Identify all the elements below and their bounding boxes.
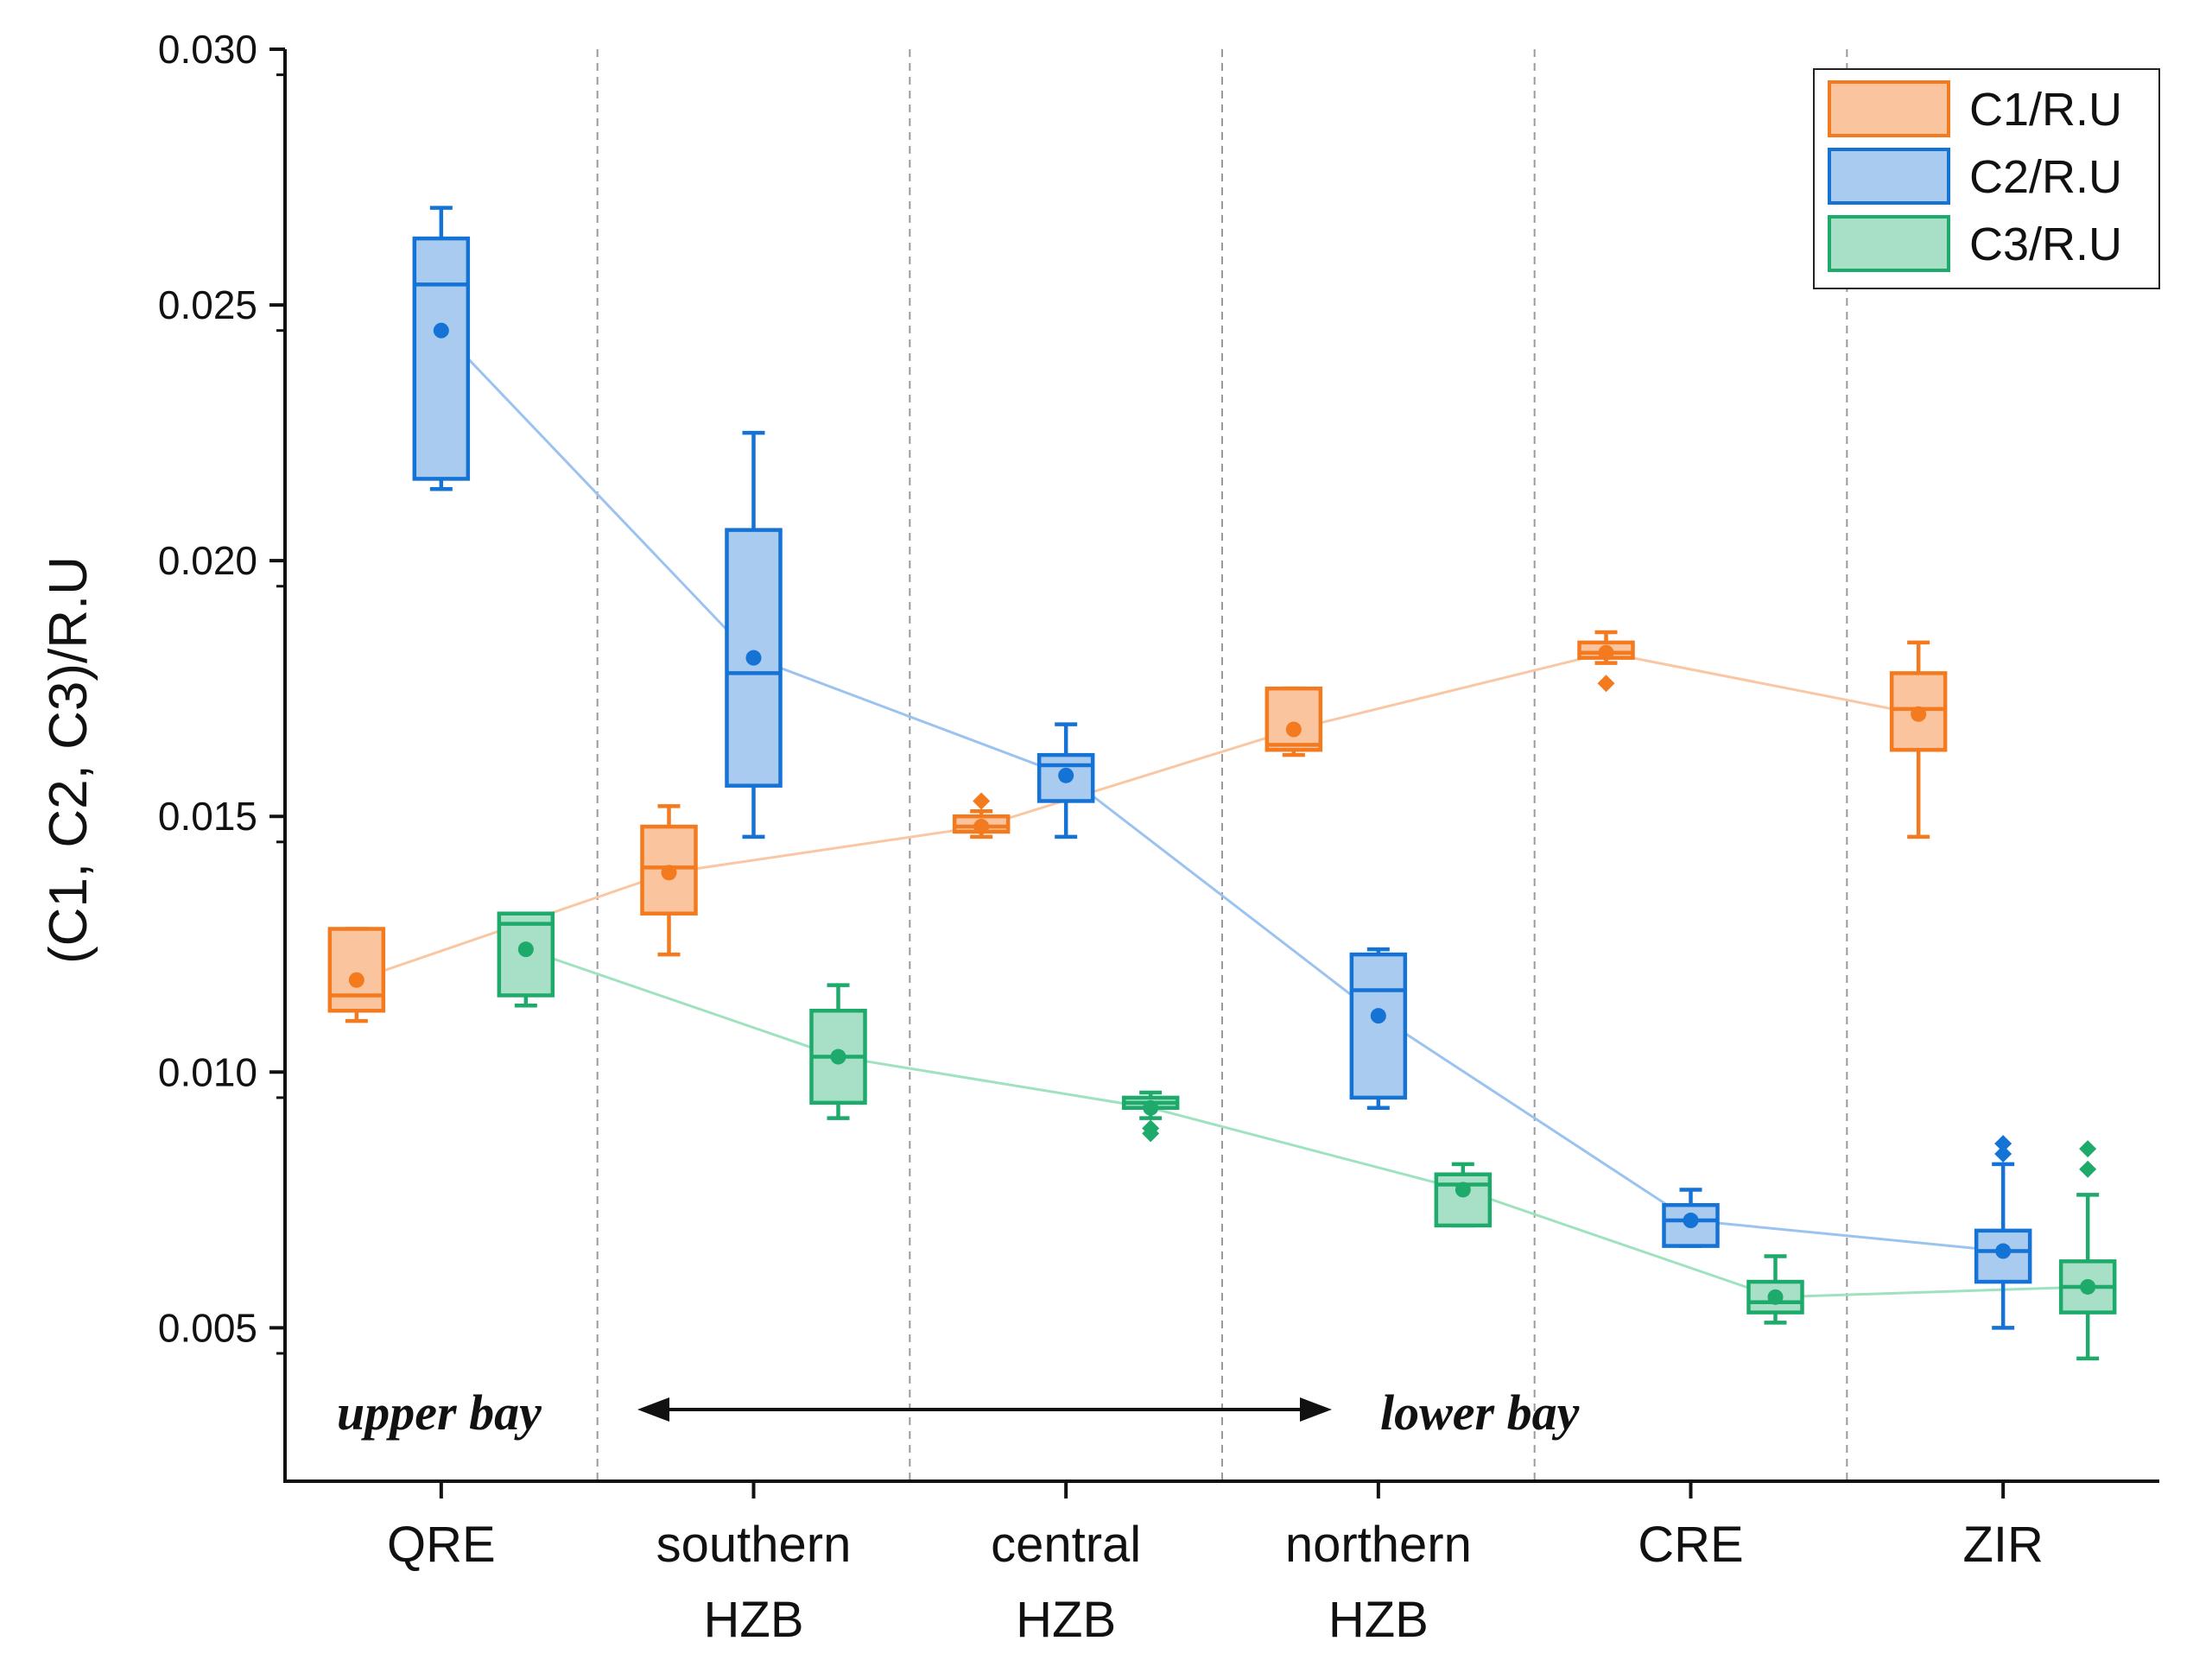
- mean-point: [1767, 1289, 1784, 1305]
- y-tick-label: 0.030: [158, 27, 257, 72]
- iqr-box: [412, 236, 471, 481]
- iqr-box: [1349, 952, 1408, 1100]
- box-c1ru: [1264, 686, 1323, 757]
- box-c1ru: [1889, 640, 1948, 840]
- mean-point: [745, 649, 762, 666]
- category-label-line1: southern: [656, 1517, 852, 1573]
- bay-direction-arrow: [637, 1397, 1332, 1422]
- iqr-box: [1264, 686, 1323, 752]
- mean-point: [433, 322, 449, 339]
- box-c3ru: [1434, 1162, 1493, 1228]
- lower-bay-annotation: lower bay: [1380, 1384, 1580, 1441]
- outlier-point: [1597, 675, 1615, 693]
- category-labels: QRE southern HZB central HZB northern HZB CRE ZI…: [387, 1481, 2044, 1648]
- mean-point: [1058, 767, 1074, 783]
- y-tick-label: 0.005: [158, 1305, 257, 1350]
- mean-line-series: [356, 651, 1919, 982]
- mean-point: [1911, 706, 1927, 722]
- box-c3ru: [1746, 1254, 1804, 1325]
- box-c1ru: [640, 804, 698, 957]
- mean-point: [348, 972, 364, 988]
- legend-swatch: [1828, 80, 1950, 137]
- mean-lines: [356, 329, 2088, 1299]
- mean-point: [1370, 1008, 1386, 1024]
- category-label-line2: HZB: [1328, 1592, 1429, 1648]
- legend: C1/R.U C2/R.U C3/R.U: [1813, 68, 2160, 289]
- box-c2ru: [412, 206, 471, 491]
- box-c1ru: [1577, 630, 1635, 693]
- mean-line-series: [440, 329, 2004, 1253]
- legend-label: C2/R.U: [1969, 151, 2122, 203]
- mean-point: [973, 819, 990, 835]
- box-c2ru: [725, 430, 783, 840]
- mean-line-series: [525, 947, 2088, 1299]
- box-c3ru: [497, 911, 555, 1008]
- category-label-line1: northern: [1285, 1517, 1472, 1573]
- mean-point: [661, 865, 677, 881]
- y-ticks: 0.005 0.010 0.015 0.020 0.025 0.030: [158, 27, 285, 1355]
- outlier-point: [1142, 1125, 1160, 1143]
- box-c2ru: [1974, 1135, 2032, 1330]
- legend-label: C1/R.U: [1969, 84, 2122, 136]
- category-label-line1: CRE: [1638, 1517, 1743, 1573]
- mean-point: [1285, 721, 1302, 738]
- box-c2ru: [1036, 722, 1095, 840]
- category-label-line1: QRE: [387, 1517, 496, 1573]
- box-c2ru: [1349, 947, 1408, 1110]
- mean-point: [1143, 1099, 1159, 1116]
- category-label-line1: central: [991, 1517, 1141, 1573]
- y-tick-label: 0.015: [158, 794, 257, 839]
- outlier-point: [1994, 1145, 2012, 1163]
- category-label-line2: HZB: [704, 1592, 804, 1648]
- mean-point: [1455, 1182, 1471, 1198]
- mean-point: [1683, 1213, 1699, 1229]
- outlier-point: [973, 792, 991, 810]
- box-c1ru: [952, 792, 1011, 840]
- mean-point: [1598, 644, 1614, 661]
- mean-point: [2080, 1278, 2096, 1295]
- mean-point: [517, 941, 534, 958]
- box-c2ru: [1662, 1188, 1720, 1248]
- y-axis-label: (C1, C2, C3)/R.U: [39, 556, 98, 964]
- outlier-point: [2079, 1160, 2097, 1178]
- y-tick-label: 0.010: [158, 1049, 257, 1094]
- legend-label: C3/R.U: [1969, 219, 2122, 270]
- y-tick-label: 0.020: [158, 538, 257, 583]
- category-label-line1: ZIR: [1962, 1517, 2043, 1573]
- upper-bay-annotation: upper bay: [337, 1384, 542, 1441]
- outlier-point: [2079, 1140, 2097, 1158]
- boxes: [327, 206, 2117, 1361]
- legend-swatch: [1828, 215, 1950, 272]
- outlier-point: [1994, 1135, 2012, 1153]
- y-tick-label: 0.025: [158, 282, 257, 327]
- box-c1ru: [327, 927, 386, 1023]
- category-label-line2: HZB: [1016, 1592, 1116, 1648]
- iqr-box: [327, 927, 386, 1013]
- legend-swatch: [1828, 148, 1950, 205]
- box-c3ru: [1121, 1090, 1180, 1143]
- category-separators: [596, 49, 1848, 1481]
- box-c3ru: [809, 983, 867, 1120]
- mean-point: [830, 1049, 846, 1065]
- mean-point: [1995, 1243, 2012, 1259]
- box-c3ru: [2058, 1140, 2117, 1361]
